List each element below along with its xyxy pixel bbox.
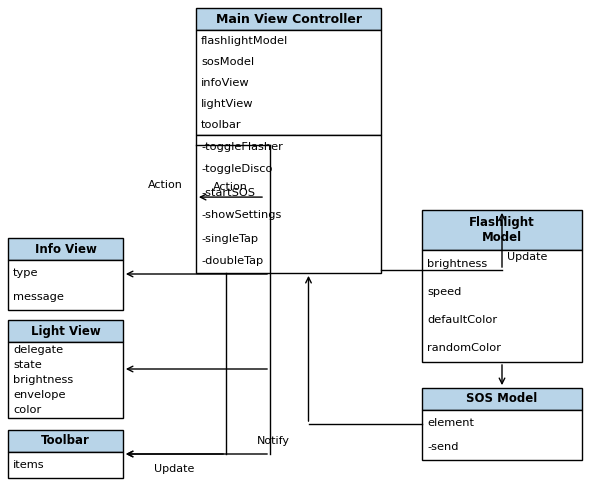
- Text: Action: Action: [212, 182, 248, 192]
- Bar: [422, 250, 582, 362]
- Bar: [8, 342, 123, 418]
- Text: speed: speed: [427, 287, 461, 297]
- Text: -doubleTap: -doubleTap: [201, 256, 263, 267]
- Bar: [196, 30, 381, 135]
- Text: Light View: Light View: [30, 325, 101, 337]
- Text: sosModel: sosModel: [201, 56, 254, 66]
- Text: randomColor: randomColor: [427, 343, 501, 353]
- Text: color: color: [13, 406, 41, 415]
- Text: Main View Controller: Main View Controller: [215, 12, 362, 26]
- Text: -toggleDisco: -toggleDisco: [201, 164, 273, 174]
- Bar: [422, 388, 582, 410]
- Text: toolbar: toolbar: [201, 119, 242, 130]
- Text: -showSettings: -showSettings: [201, 211, 281, 220]
- Text: Flashlight
Model: Flashlight Model: [469, 216, 535, 244]
- Bar: [8, 320, 123, 342]
- Bar: [8, 238, 123, 260]
- Text: Update: Update: [154, 464, 195, 474]
- Text: element: element: [427, 417, 474, 428]
- Text: Toolbar: Toolbar: [41, 435, 90, 447]
- Bar: [8, 260, 123, 310]
- Text: type: type: [13, 268, 39, 277]
- Text: Action: Action: [148, 180, 183, 190]
- Bar: [8, 430, 123, 452]
- Bar: [196, 135, 381, 273]
- Bar: [422, 210, 582, 250]
- Text: SOS Model: SOS Model: [466, 392, 538, 406]
- Bar: [422, 410, 582, 460]
- Text: Info View: Info View: [35, 243, 96, 255]
- Text: -singleTap: -singleTap: [201, 234, 258, 244]
- Text: items: items: [13, 460, 45, 470]
- Text: flashlightModel: flashlightModel: [201, 35, 288, 46]
- Text: -toggleFlasher: -toggleFlasher: [201, 141, 283, 152]
- Text: infoView: infoView: [201, 78, 250, 87]
- Text: brightness: brightness: [13, 375, 73, 385]
- Text: -send: -send: [427, 442, 459, 453]
- Text: -startSOS: -startSOS: [201, 188, 255, 197]
- Bar: [196, 8, 381, 30]
- Text: delegate: delegate: [13, 345, 63, 355]
- Bar: [8, 452, 123, 478]
- Text: state: state: [13, 360, 42, 370]
- Text: defaultColor: defaultColor: [427, 315, 497, 325]
- Text: brightness: brightness: [427, 259, 487, 269]
- Text: lightView: lightView: [201, 99, 253, 109]
- Text: Notify: Notify: [257, 436, 290, 446]
- Text: envelope: envelope: [13, 390, 65, 400]
- Text: Update: Update: [507, 252, 547, 262]
- Text: message: message: [13, 293, 64, 302]
